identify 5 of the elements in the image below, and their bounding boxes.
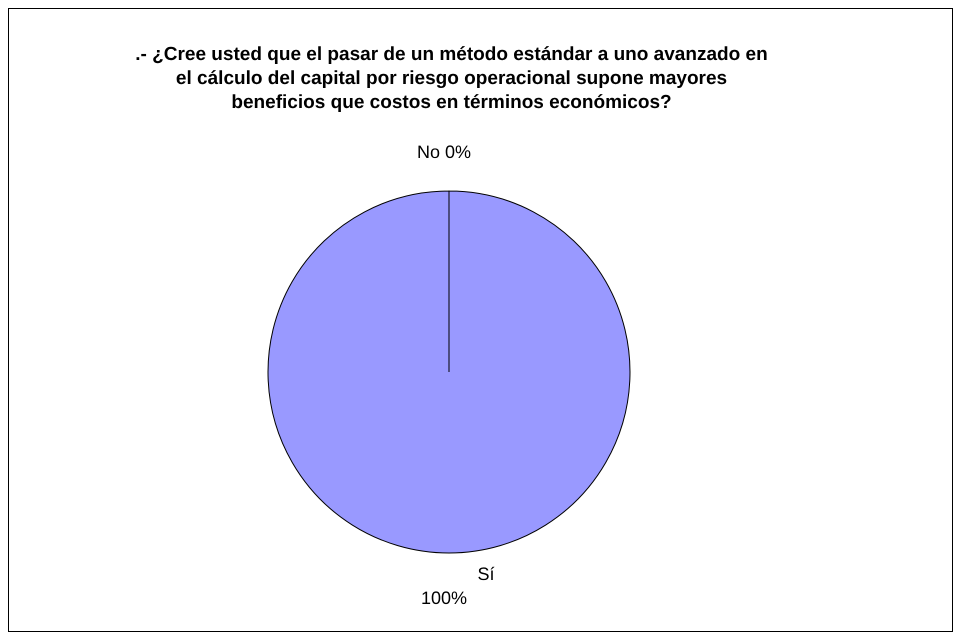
category-label: No [416,142,440,162]
data-label: 100% [420,588,468,608]
slice-label: Sí [477,564,495,584]
text: 0% [444,142,472,162]
chart-title: .- ¿Cree usted que el pasar de un método estándar a uno avanzado en el cálculo del capital por riesgo operacional supone mayores beneficios que costos en términos económicos? [134,43,769,115]
